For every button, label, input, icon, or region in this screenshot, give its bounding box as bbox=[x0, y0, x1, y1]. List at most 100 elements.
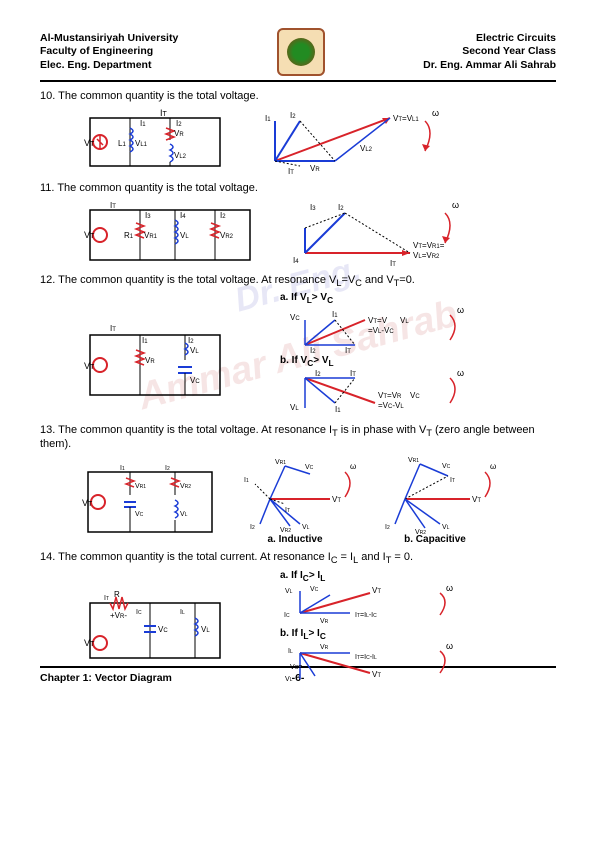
phasor-13b: VT VR1 VC IT I2 VL VR2 ω bbox=[370, 454, 500, 534]
svg-text:L1: L1 bbox=[118, 139, 126, 148]
svg-text:VL: VL bbox=[180, 511, 188, 518]
svg-text:I2: I2 bbox=[220, 211, 226, 220]
svg-text:VR1: VR1 bbox=[135, 483, 146, 490]
svg-text:I2: I2 bbox=[250, 524, 255, 531]
svg-text:IT: IT bbox=[104, 595, 109, 602]
svg-text:IL: IL bbox=[180, 609, 185, 616]
svg-text:VL: VL bbox=[285, 676, 293, 683]
item-11-text: 11. The common quantity is the total vol… bbox=[40, 182, 556, 194]
label-14b: b. If IL> IC bbox=[280, 628, 460, 641]
svg-text:I1: I1 bbox=[265, 114, 271, 123]
svg-text:IT=IC-IL: IT=IC-IL bbox=[355, 654, 377, 661]
item-12: 12. The common quantity is the total vol… bbox=[40, 274, 556, 418]
svg-text:VR: VR bbox=[320, 618, 329, 625]
item-13: 13. The common quantity is the total vol… bbox=[40, 424, 556, 545]
svg-text:VC: VC bbox=[310, 586, 319, 593]
svg-text:VR1: VR1 bbox=[144, 231, 158, 240]
svg-text:VR1: VR1 bbox=[408, 457, 419, 464]
header-year: Second Year Class bbox=[423, 45, 556, 59]
svg-text:ω: ω bbox=[446, 641, 453, 651]
phasor-12b: I2 IT VL I1 VT=VR =VC-VL VC ω bbox=[260, 368, 470, 418]
svg-text:I1: I1 bbox=[140, 119, 146, 128]
item-13-text: 13. The common quantity is the total vol… bbox=[40, 424, 556, 450]
label-13b: b. Capacitive bbox=[370, 534, 500, 545]
svg-text:I2: I2 bbox=[315, 369, 321, 378]
svg-text:I1: I1 bbox=[120, 465, 125, 472]
svg-text:VL2: VL2 bbox=[174, 151, 187, 160]
svg-text:IC: IC bbox=[284, 612, 290, 619]
svg-text:=VC-VL: =VC-VL bbox=[378, 401, 404, 410]
svg-text:I2: I2 bbox=[165, 465, 170, 472]
svg-text:ω: ω bbox=[446, 583, 453, 593]
university-logo bbox=[277, 28, 325, 76]
svg-text:VC: VC bbox=[135, 511, 144, 518]
svg-text:IT: IT bbox=[110, 324, 116, 333]
svg-text:R1: R1 bbox=[124, 231, 134, 240]
svg-text:VR2: VR2 bbox=[220, 231, 234, 240]
svg-text:VL: VL bbox=[285, 588, 293, 595]
svg-text:I4: I4 bbox=[293, 256, 299, 265]
svg-text:I1: I1 bbox=[332, 310, 338, 319]
svg-text:I2: I2 bbox=[176, 119, 182, 128]
svg-text:VC: VC bbox=[190, 376, 200, 385]
header-fac: Faculty of Engineering bbox=[40, 45, 178, 59]
svg-text:VR: VR bbox=[320, 644, 329, 651]
svg-text:VR: VR bbox=[145, 356, 155, 365]
item-12-text: 12. The common quantity is the total vol… bbox=[40, 274, 556, 288]
item-11: 11. The common quantity is the total vol… bbox=[40, 182, 556, 268]
svg-text:VL: VL bbox=[302, 524, 310, 531]
svg-text:IT: IT bbox=[110, 201, 116, 210]
svg-text:I3: I3 bbox=[145, 211, 151, 220]
svg-text:I2: I2 bbox=[188, 336, 194, 345]
svg-text:ω: ω bbox=[350, 462, 356, 471]
svg-text:IT: IT bbox=[350, 369, 356, 378]
svg-text:IT: IT bbox=[390, 259, 396, 268]
svg-text:VC: VC bbox=[290, 313, 300, 322]
svg-text:VR1: VR1 bbox=[275, 459, 286, 466]
phasor-14b: VT VL VR IL VC= IT=IC-IL ω bbox=[260, 641, 460, 686]
svg-text:IT: IT bbox=[285, 507, 290, 514]
circuit-12: IT VT VR VL VC I1 I2 bbox=[80, 305, 230, 405]
label-14a: a. If IC> IL bbox=[280, 570, 460, 583]
item-14: 14. The common quantity is the total cur… bbox=[40, 551, 556, 685]
item-14-text: 14. The common quantity is the total cur… bbox=[40, 551, 556, 565]
svg-text:IL: IL bbox=[288, 648, 293, 655]
phasor-13a: VT VR1 VC I2 VL VR2 I1 IT ω bbox=[230, 454, 360, 534]
svg-text:VC: VC bbox=[158, 625, 168, 634]
circuit-10: IT VT L1 VL1 VR VL2 I1 I2 bbox=[80, 106, 230, 176]
phasor-12a: I1 VC I2 IT VT=V =VL-VC VL ω bbox=[260, 305, 470, 355]
item-10-text: 10. The common quantity is the total vol… bbox=[40, 90, 556, 102]
svg-text:VC: VC bbox=[305, 464, 314, 471]
svg-text:I2: I2 bbox=[338, 203, 344, 212]
svg-text:ω: ω bbox=[457, 305, 464, 315]
svg-text:VT: VT bbox=[472, 495, 481, 504]
svg-text:VL2: VL2 bbox=[360, 144, 373, 153]
svg-text:VL: VL bbox=[180, 231, 189, 240]
phasor-10: VT=VL1 I2 VR VL2 I1 IT ω bbox=[260, 106, 440, 176]
svg-text:I1: I1 bbox=[142, 336, 148, 345]
svg-text:IT: IT bbox=[288, 167, 294, 176]
svg-text:VT=VR1=: VT=VR1= bbox=[413, 241, 445, 250]
svg-text:=VL-VC: =VL-VC bbox=[368, 326, 394, 335]
header-dept: Elec. Eng. Department bbox=[40, 59, 178, 73]
svg-text:IT: IT bbox=[450, 477, 455, 484]
svg-text:VR: VR bbox=[174, 129, 184, 138]
svg-text:VR2: VR2 bbox=[280, 527, 291, 534]
svg-text:VR: VR bbox=[310, 164, 320, 173]
svg-text:I1: I1 bbox=[335, 405, 341, 414]
svg-text:VT=VL1: VT=VL1 bbox=[393, 114, 419, 123]
svg-text:IC: IC bbox=[136, 609, 142, 616]
svg-text:IT=IL-IC: IT=IL-IC bbox=[355, 612, 377, 619]
svg-text:I1: I1 bbox=[244, 477, 249, 484]
svg-text:I2: I2 bbox=[385, 524, 390, 531]
svg-text:VT: VT bbox=[332, 495, 341, 504]
svg-text:VL: VL bbox=[400, 316, 409, 325]
label-13a: a. Inductive bbox=[230, 534, 360, 545]
svg-text:VL: VL bbox=[190, 346, 199, 355]
phasor-14a: VT VL VC VR IC IT=IL-IC ω bbox=[260, 583, 460, 628]
circuit-13: VT VR1 VC VR2 VL I1 I2 bbox=[80, 460, 220, 540]
svg-text:+VR-: +VR- bbox=[110, 611, 127, 620]
svg-text:VT=VR: VT=VR bbox=[378, 391, 402, 400]
svg-text:I3: I3 bbox=[310, 203, 316, 212]
phasor-11: I3 I2 I4 IT VT=VR1= VL=VR2 ω bbox=[290, 198, 460, 268]
